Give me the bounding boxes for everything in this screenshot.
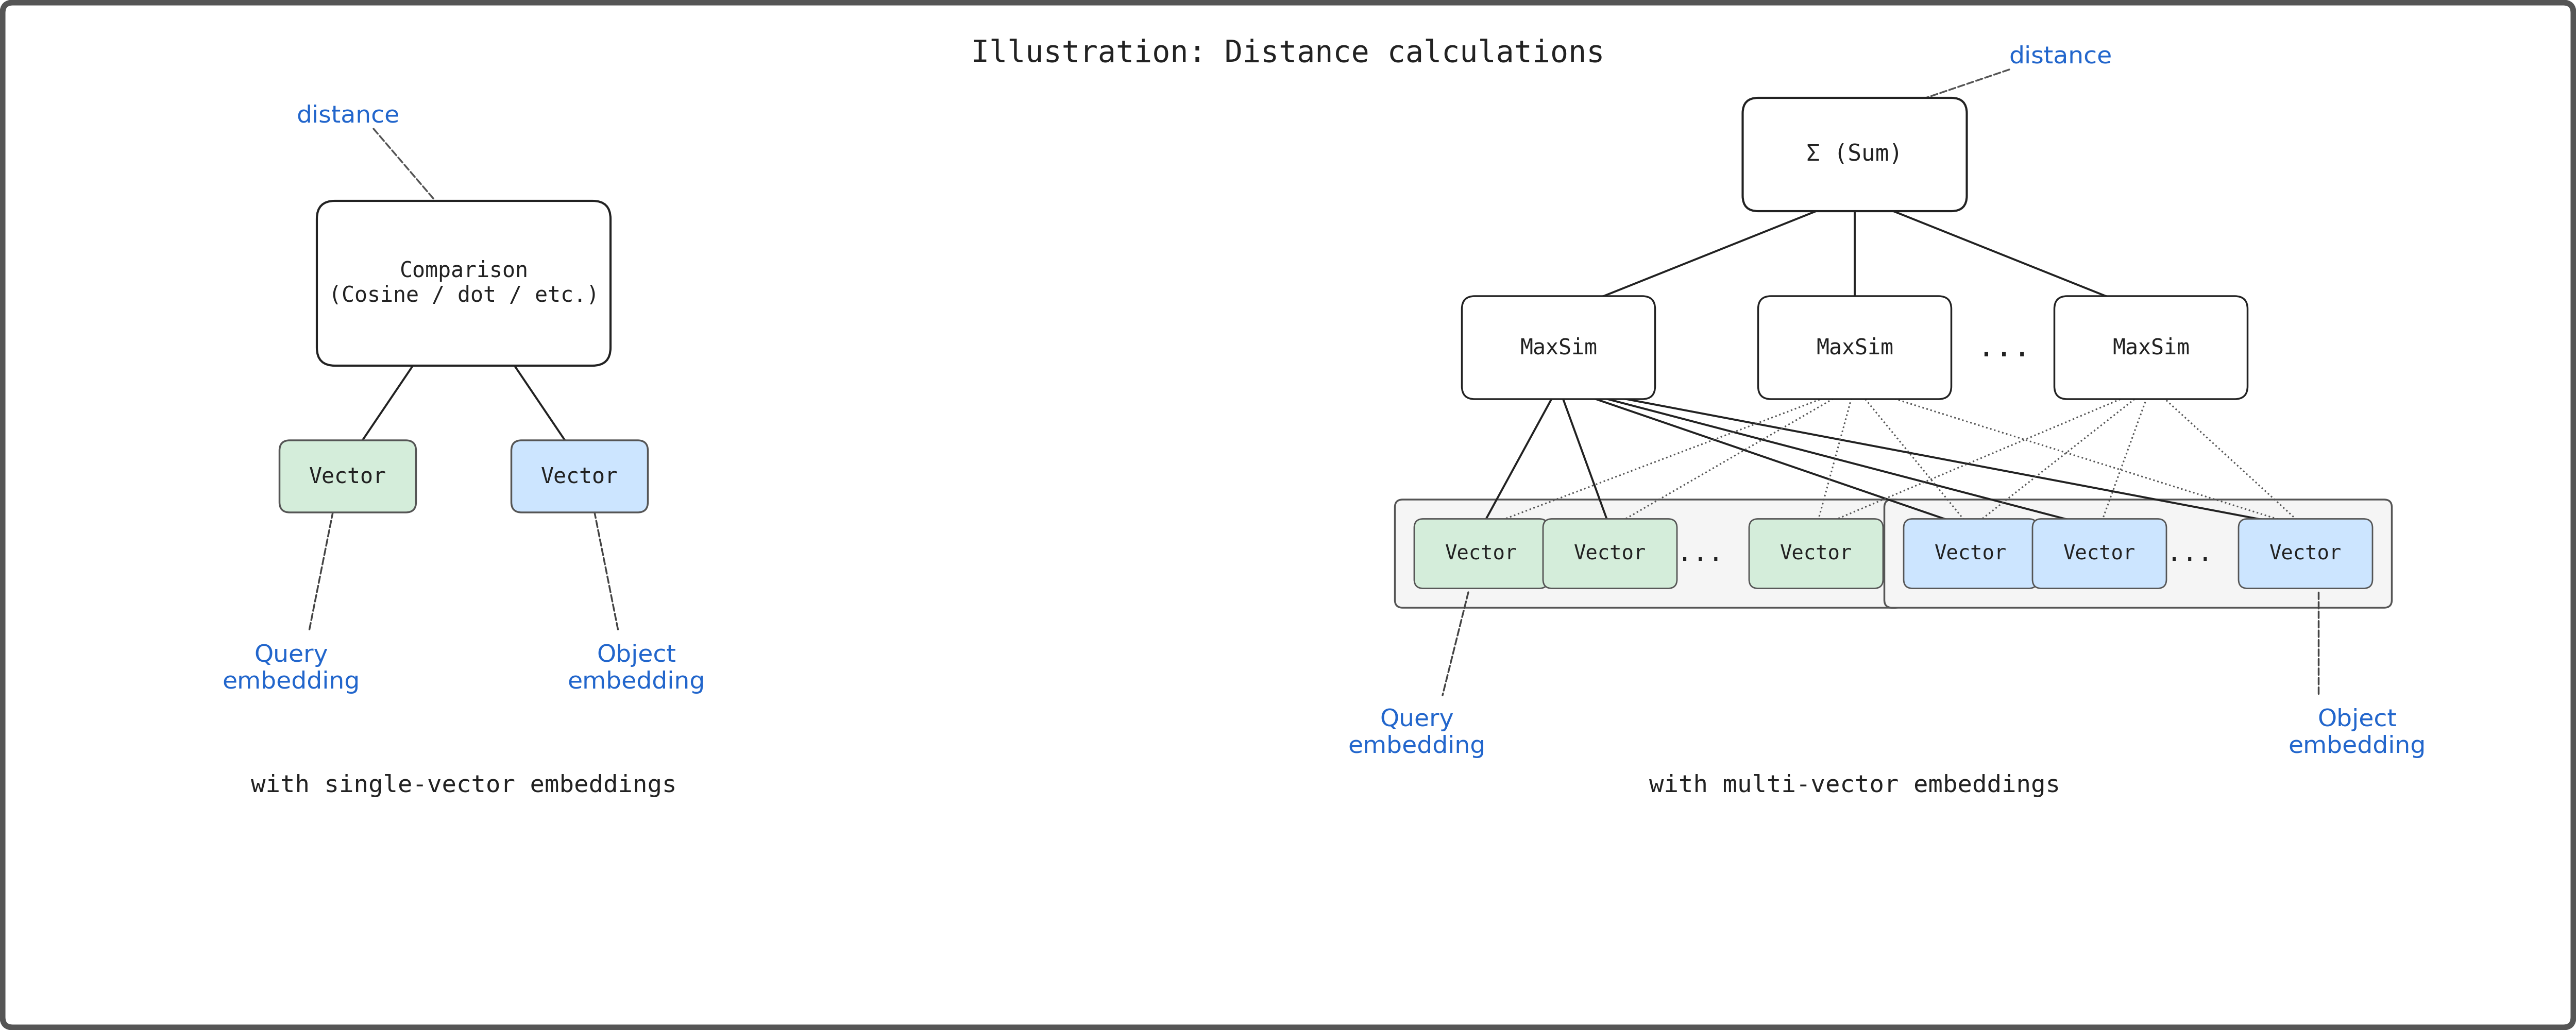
FancyBboxPatch shape (1543, 519, 1677, 588)
FancyBboxPatch shape (1396, 500, 1901, 608)
Text: Query
embedding: Query embedding (222, 644, 361, 694)
FancyBboxPatch shape (317, 201, 611, 366)
Text: ...: ... (1677, 542, 1723, 566)
Text: with single-vector embeddings: with single-vector embeddings (250, 774, 677, 797)
Text: ...: ... (1976, 333, 2032, 363)
FancyBboxPatch shape (278, 441, 415, 512)
FancyBboxPatch shape (1749, 519, 1883, 588)
Text: MaxSim: MaxSim (1520, 337, 1597, 358)
Text: Vector: Vector (541, 466, 618, 487)
Text: Illustration: Distance calculations: Illustration: Distance calculations (971, 38, 1605, 68)
Text: distance: distance (2009, 45, 2112, 68)
Text: Σ (Sum): Σ (Sum) (1806, 143, 1904, 166)
FancyBboxPatch shape (1757, 297, 1953, 399)
Text: Vector: Vector (1780, 544, 1852, 563)
Text: Vector: Vector (2063, 544, 2136, 563)
FancyBboxPatch shape (1414, 519, 1548, 588)
FancyBboxPatch shape (3, 2, 2573, 1028)
FancyBboxPatch shape (2032, 519, 2166, 588)
FancyBboxPatch shape (2056, 297, 2246, 399)
Text: MaxSim: MaxSim (1816, 337, 1893, 358)
Text: Object
embedding: Object embedding (567, 644, 706, 694)
Text: Vector: Vector (309, 466, 386, 487)
Text: MaxSim: MaxSim (2112, 337, 2190, 358)
Text: ...: ... (2166, 542, 2213, 566)
FancyBboxPatch shape (1886, 500, 2391, 608)
FancyBboxPatch shape (1463, 297, 1656, 399)
Text: with multi-vector embeddings: with multi-vector embeddings (1649, 774, 2061, 797)
Text: Object
embedding: Object embedding (2287, 709, 2427, 758)
Text: Comparison
(Cosine / dot / etc.): Comparison (Cosine / dot / etc.) (330, 260, 598, 307)
Text: Query
embedding: Query embedding (1347, 709, 1486, 758)
Text: Vector: Vector (1574, 544, 1646, 563)
Text: Vector: Vector (2269, 544, 2342, 563)
Text: distance: distance (296, 104, 399, 128)
Text: Vector: Vector (1935, 544, 2007, 563)
FancyBboxPatch shape (2239, 519, 2372, 588)
FancyBboxPatch shape (513, 441, 649, 512)
FancyBboxPatch shape (1744, 98, 1968, 211)
Text: Vector: Vector (1445, 544, 1517, 563)
FancyBboxPatch shape (1904, 519, 2038, 588)
